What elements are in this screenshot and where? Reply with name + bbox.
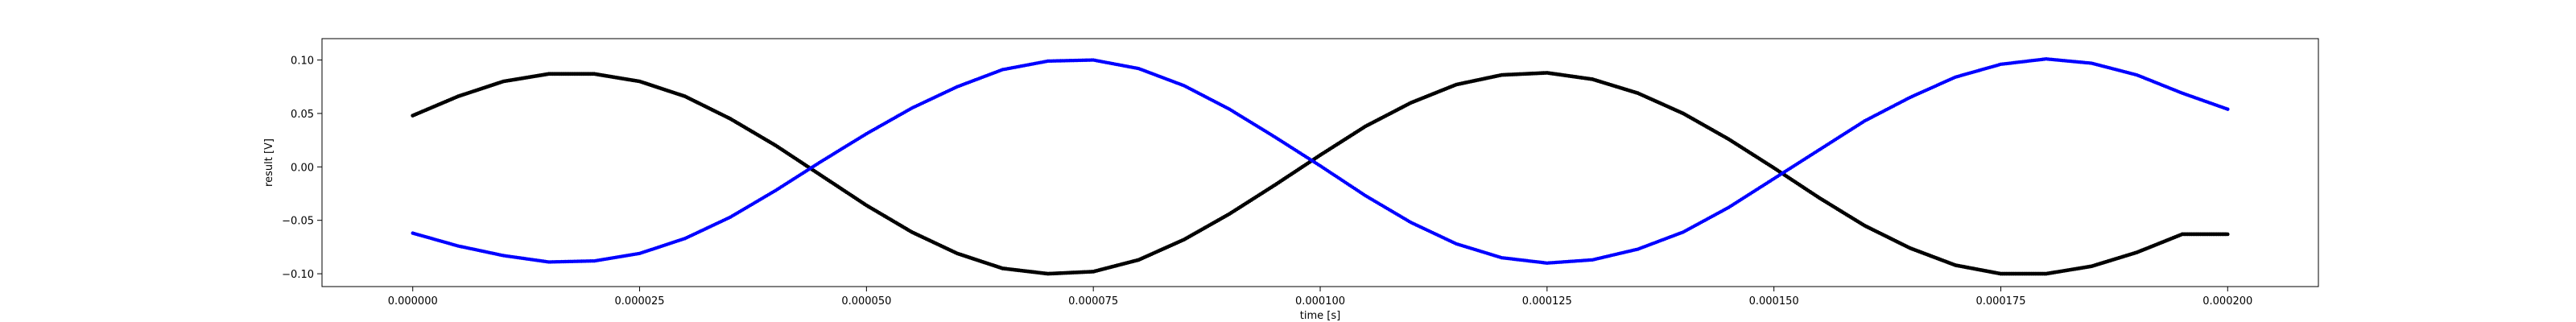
x-tick-label: 0.000125	[1522, 295, 1572, 308]
plot-area	[322, 39, 2318, 287]
series-0	[411, 71, 2230, 276]
x-tick-label: 0.000050	[841, 295, 891, 308]
x-tick-label: 0.000000	[388, 295, 438, 308]
x-tick-label: 0.000075	[1068, 295, 1118, 308]
series-layer	[411, 57, 2230, 276]
data-point	[2225, 107, 2230, 111]
x-tick-label: 0.000025	[615, 295, 665, 308]
x-axis-label: time [s]	[1300, 310, 1340, 322]
y-tick-label: −0.05	[282, 216, 314, 228]
x-axis-ticks: 0.000000 0.000025 0.000050 0.000075 0.000100…	[388, 287, 2252, 308]
y-tick-label: 0.00	[291, 162, 314, 174]
x-tick-label: 0.000175	[1975, 295, 2025, 308]
x-tick-label: 0.000150	[1749, 295, 1799, 308]
y-tick-label: 0.05	[291, 109, 314, 121]
y-tick-label: −0.10	[282, 269, 314, 281]
x-tick-label: 0.000100	[1295, 295, 1345, 308]
y-axis-ticks: −0.10 −0.05 0.00 0.05 0.10	[282, 56, 322, 281]
y-tick-label: 0.10	[291, 56, 314, 68]
series-1	[411, 57, 2230, 265]
x-tick-label: 0.000200	[2202, 295, 2252, 308]
data-point	[2225, 232, 2230, 237]
y-axis-label: result [V]	[263, 138, 275, 187]
